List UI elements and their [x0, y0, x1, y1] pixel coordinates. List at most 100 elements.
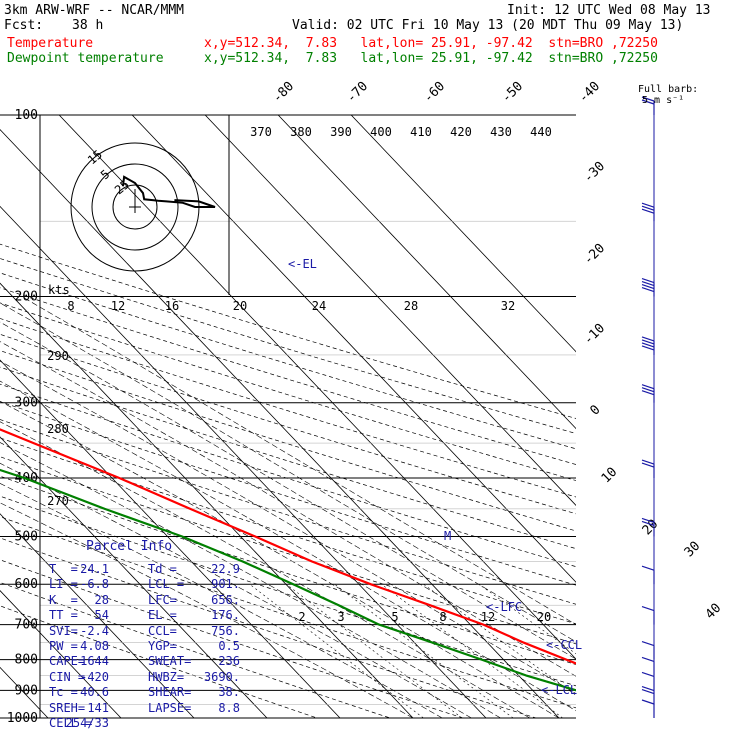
wind-barb-flag: [641, 99, 655, 105]
mixing-ratio-line: [334, 583, 514, 718]
level-marker: M: [444, 529, 451, 543]
parcel-info-cell: YGP=: [148, 639, 177, 653]
init-time: Init: 12 UTC Wed 08 May 13: [507, 3, 711, 18]
isotherm-line: [0, 590, 122, 718]
dry-adiabat-line: [0, 302, 576, 481]
isobar-label: 600: [15, 577, 38, 592]
parcel-info-cell: 38.: [218, 685, 240, 700]
dry-adiabat-line: [0, 559, 465, 718]
wind-barb-flag: [641, 202, 655, 208]
parcel-info-cell: 22.9: [211, 562, 240, 576]
model-title: 3km ARW-WRF -- NCAR/MMM: [4, 3, 185, 18]
parcel-info-cell: LI =: [49, 577, 78, 592]
mixing-ratio-label: 2: [298, 610, 305, 624]
level-marker: <-EL: [288, 257, 317, 271]
isotherm-label: 30: [682, 539, 704, 561]
isotherm-line: [350, 115, 576, 353]
hodograph-units-label: kts: [48, 283, 70, 297]
mixing-ratio-label: 12: [481, 610, 495, 624]
dry-adiabat-line: [0, 475, 576, 665]
wind-barb-flag: [641, 96, 655, 102]
parcel-info-cell: 40.6: [80, 685, 109, 700]
parcel-info-cell: CELL =: [49, 716, 93, 730]
isotherm-line: [58, 115, 576, 660]
theta-label: 380: [290, 125, 312, 139]
wind-barb-flag: [641, 685, 655, 692]
theta-label: 410: [410, 125, 432, 139]
isotherm-label: -30: [581, 159, 608, 186]
dry-adiabat-line: [0, 516, 576, 709]
dry-adiabat-line: [0, 366, 576, 550]
parcel-info-cell: 254/33: [65, 716, 109, 730]
isotherm-label: -60: [421, 79, 448, 106]
isobar-label: 1000: [7, 711, 38, 726]
isotherm-label: -10: [581, 321, 608, 348]
parcel-info-cell: 756.: [211, 623, 240, 638]
parcel-info-cell: 4.08: [80, 639, 109, 653]
wind-barb-flag: [641, 384, 655, 390]
isobar-label: 100: [15, 108, 38, 123]
mixing-ratio-line: [381, 583, 563, 718]
wind-barb-flag: [641, 277, 655, 284]
dry-adiabat-line: [0, 272, 576, 450]
dry-adiabat-line: [0, 287, 576, 465]
dry-adiabat-line: [0, 419, 576, 605]
wind-barb-flag: [641, 387, 655, 393]
mixing-ratio-label: 8: [439, 610, 446, 624]
dewpoint-profile: [0, 468, 576, 692]
wind-barb-flag: [641, 339, 655, 345]
parcel-info-cell: -420: [80, 669, 109, 684]
wind-barb-flag: [641, 342, 655, 348]
dry-adiabat-label: 290: [47, 349, 69, 363]
parcel-info-cell: 1644: [80, 654, 109, 669]
wind-barb-flag: [641, 565, 655, 571]
wind-barb-flag: [641, 390, 655, 396]
barb-legend-title: Full barb:: [638, 84, 699, 95]
parcel-info-cell: 28: [94, 592, 109, 607]
wind-barb-flag: [641, 517, 655, 524]
isotherm-line: [0, 282, 414, 718]
parcel-info-cell: 656.: [211, 592, 240, 607]
wind-barb-flag: [641, 208, 655, 214]
parcel-info-cell: 901.: [211, 577, 240, 592]
isotherm-label: 20: [640, 517, 662, 539]
wind-barb-flag: [641, 345, 655, 351]
parcel-info-title: Parcel Info: [86, 539, 173, 554]
valid-time: Valid: 02 UTC Fri 10 May 13 (20 MDT Thu …: [292, 18, 684, 33]
parcel-info-cell: 54: [94, 608, 109, 623]
isobar-label: 500: [15, 529, 38, 544]
parcel-info-cell: CCL=: [148, 623, 177, 638]
hodograph-trace: [122, 175, 216, 208]
isotherm-label: -40: [576, 79, 603, 106]
wind-barb-flag: [641, 656, 655, 663]
temperature-legend: Temperature: [7, 36, 94, 51]
dry-adiabat-line: [0, 401, 576, 586]
isotherm-line: [0, 513, 195, 718]
parcel-info-cell: PW =: [49, 639, 78, 653]
dry-adiabat-line: [0, 495, 576, 687]
wind-barb-flag: [641, 462, 655, 468]
dry-adiabat-label: 270: [47, 494, 69, 508]
wind-barb-flag: [641, 520, 655, 527]
dry-adiabat-line: [0, 333, 576, 515]
parcel-info-cell: 8.8: [218, 700, 240, 715]
parcel-info-cell: LAPSE=: [148, 700, 192, 715]
mixing-ratio-label: 20: [537, 610, 551, 624]
parcel-info-cell: -2.4: [80, 623, 109, 638]
level-marker: <-LFC: [486, 600, 522, 614]
isotherm-label: 40: [703, 601, 725, 623]
parcel-info-cell: LFC=: [148, 592, 177, 607]
hodograph-ring: [91, 163, 179, 251]
isotherm-label: 0: [587, 402, 603, 418]
parcel-info-cell: EL =: [148, 608, 177, 623]
wind-barb-flag: [641, 336, 655, 342]
dewpoint-legend: Dewpoint temperature: [7, 51, 164, 66]
isotherm-label: -70: [344, 79, 371, 106]
isobar-label: 900: [15, 683, 38, 698]
isotherm-label: 10: [599, 465, 621, 487]
isotherm-label: -50: [499, 79, 526, 106]
parcel-info-cell: TT =: [49, 608, 78, 623]
parcel-info-cell: 141: [87, 700, 109, 715]
parcel-info-cell: -6.8: [80, 577, 109, 592]
barb-legend-value: 5 m s⁻¹: [642, 95, 685, 106]
